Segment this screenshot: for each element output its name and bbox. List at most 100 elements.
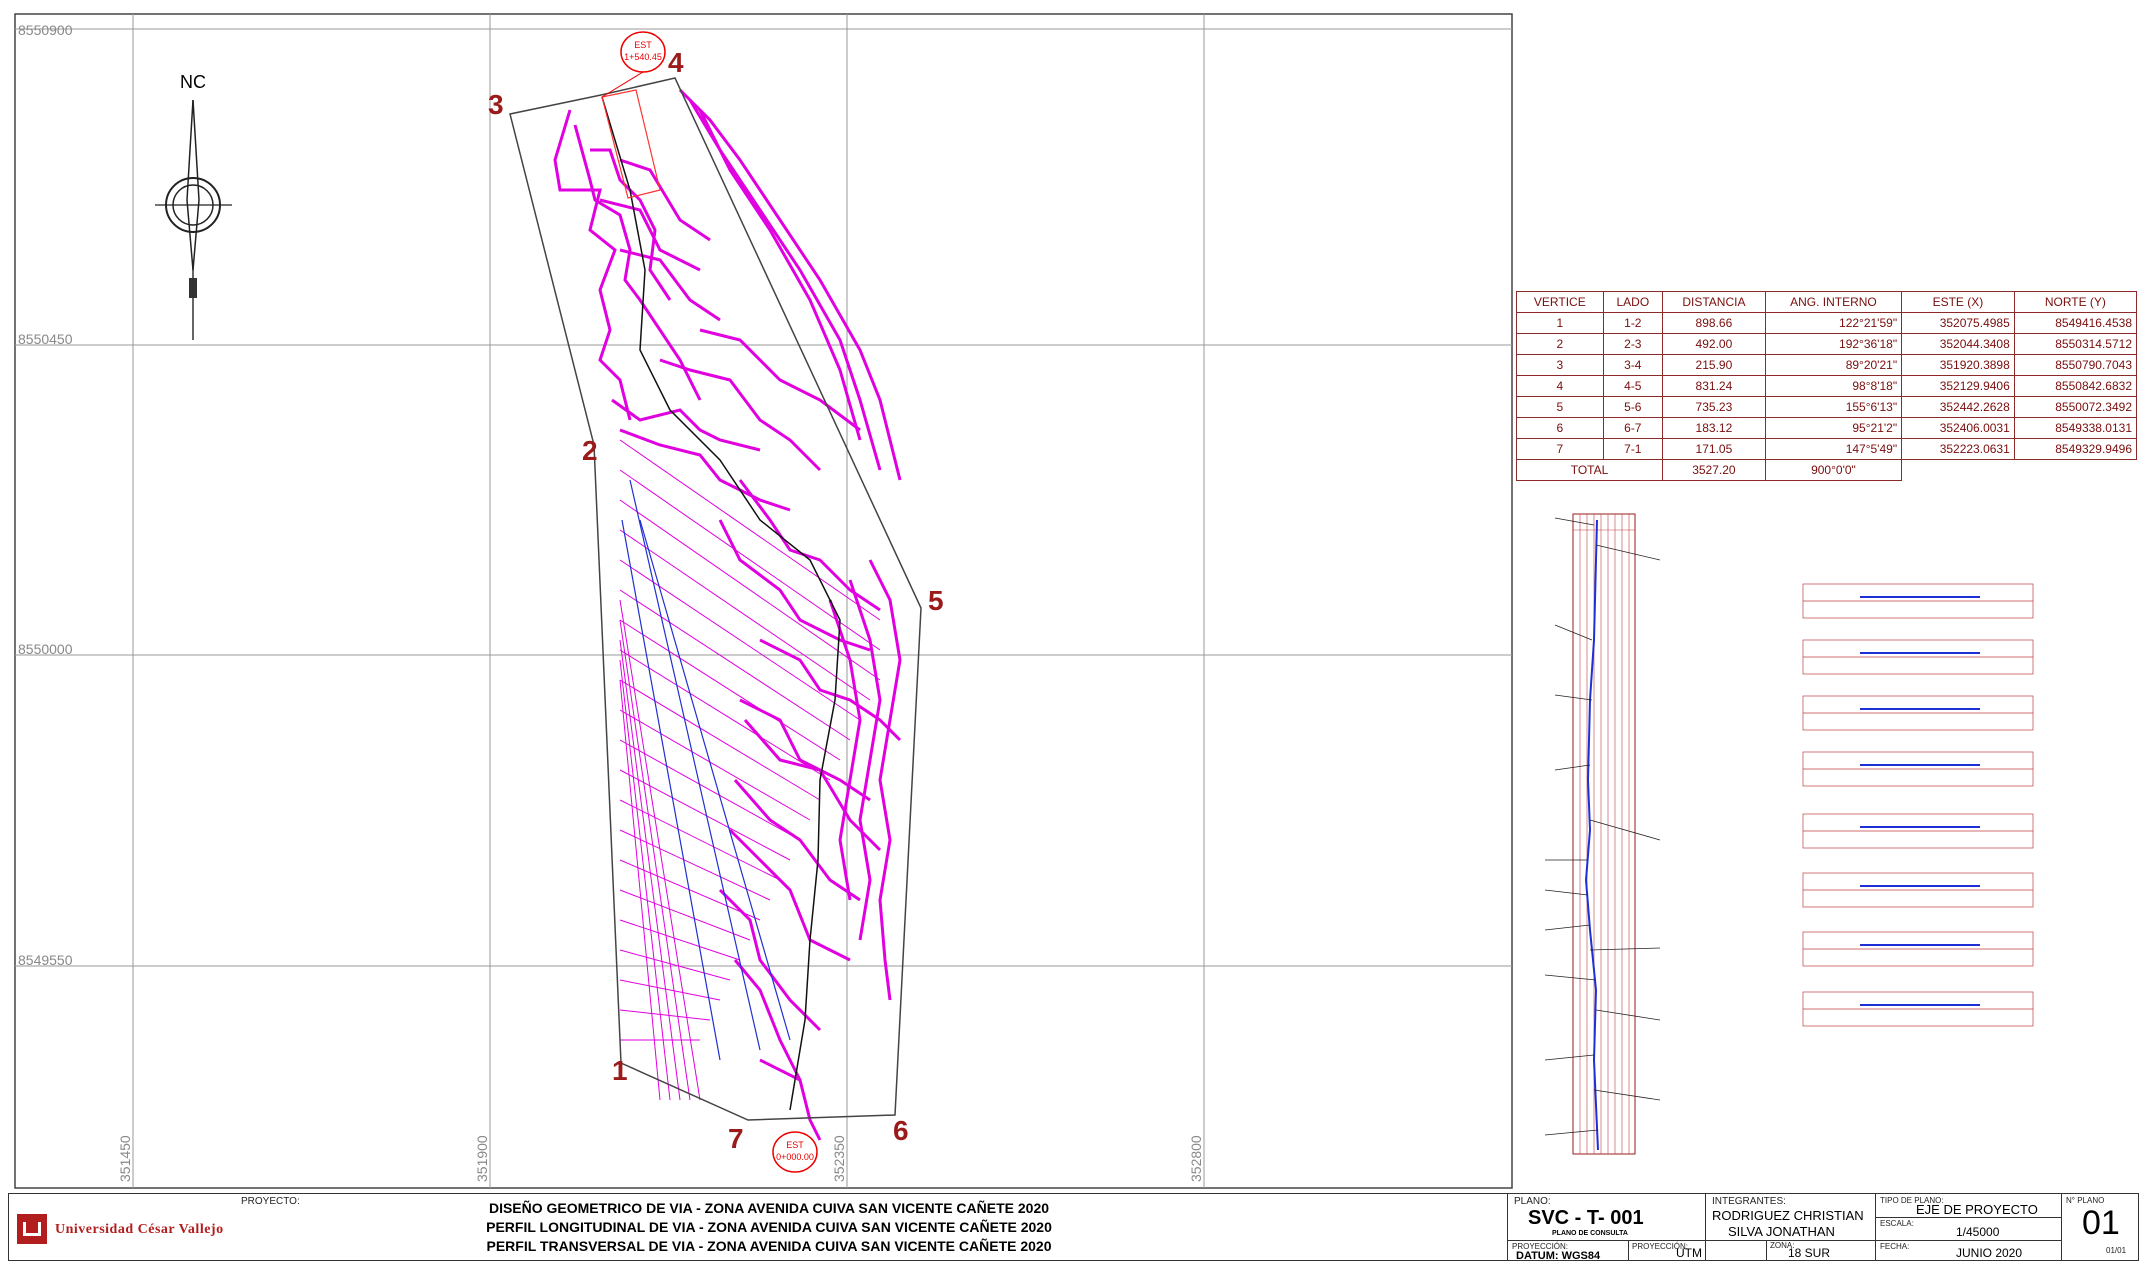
cell-lado: 6-7 — [1602, 417, 1664, 439]
station-marker-bottom: EST 0+000.00 — [772, 1131, 818, 1173]
svg-text:1+540.45: 1+540.45 — [624, 52, 662, 62]
tipo-cell: TIPO DE PLANO: EJE DE PROYECTO ESCALA: 1… — [1875, 1194, 2061, 1260]
table-total-row: TOTAL 3527.20 900°0'0" — [1515, 459, 2137, 481]
grid-y-label-2: 8550000 — [18, 641, 73, 657]
vertex-label-2: 2 — [582, 435, 598, 466]
cell-angulo: 155°6'13" — [1764, 396, 1903, 418]
vertex-label-7: 7 — [728, 1123, 744, 1154]
table-row: 7 7-1 171.05 147°5'49" 352223.0631 8549329.94… — [1516, 438, 2138, 460]
grid-x-label-1: 351900 — [474, 1135, 490, 1182]
integrante-1: RODRIGUEZ CHRISTIAN — [1712, 1208, 1864, 1223]
table-row: 2 2-3 492.00 192°36'18" 352044.3408 8550314.5… — [1516, 333, 2138, 355]
cell-distancia: 215.90 — [1662, 354, 1766, 376]
plano-code: SVC - T- 001 — [1528, 1207, 1644, 1229]
cell-angulo: 147°5'49" — [1764, 438, 1903, 460]
cell-este: 352406.0031 — [1901, 417, 2015, 439]
project-title-3: PERFIL TRANSVERSAL DE VIA - ZONA AVENIDA… — [486, 1238, 1052, 1254]
col-header-norte: NORTE (Y) — [2013, 291, 2138, 313]
tipo-value: EJE DE PROYECTO — [1916, 1202, 2038, 1217]
project-label: PROYECTO: — [241, 1196, 300, 1207]
cell-norte: 8549416.4538 — [2013, 312, 2138, 334]
cell-lado: 3-4 — [1602, 354, 1664, 376]
cell-distancia: 735.23 — [1662, 396, 1766, 418]
cell-norte: 8550314.5712 — [2013, 333, 2138, 355]
map-frame — [14, 13, 1513, 1189]
vertex-label-6: 6 — [893, 1115, 909, 1146]
table-row: 5 5-6 735.23 155°6'13" 352442.2628 8550072.34… — [1516, 396, 2138, 418]
vertex-label-1: 1 — [612, 1055, 628, 1086]
cell-distancia: 898.66 — [1662, 312, 1766, 334]
cell-lado: 1-2 — [1602, 312, 1664, 334]
cell-este: 351920.3898 — [1901, 354, 2015, 376]
total-distance: 3527.20 — [1662, 459, 1766, 481]
cell-vertice: 2 — [1516, 333, 1604, 355]
cell-este: 352044.3408 — [1901, 333, 2015, 355]
col-header-angulo: ANG. INTERNO — [1764, 291, 1903, 313]
grid-x-label-2: 352350 — [831, 1135, 847, 1182]
cell-norte: 8550072.3492 — [2013, 396, 2138, 418]
cell-angulo: 95°21'2" — [1764, 417, 1903, 439]
cell-lado: 2-3 — [1602, 333, 1664, 355]
cell-este: 352075.4985 — [1901, 312, 2015, 334]
longitudinal-profile — [1544, 513, 1661, 1155]
cell-angulo: 98°8'18" — [1764, 375, 1903, 397]
cell-lado: 5-6 — [1602, 396, 1664, 418]
project-title-2: PERFIL LONGITUDINAL DE VIA - ZONA AVENID… — [486, 1219, 1052, 1235]
col-header-vertice: VERTICE — [1516, 291, 1604, 313]
table-header-row: VERTICE LADO DISTANCIA ANG. INTERNO ESTE… — [1516, 291, 2138, 313]
cell-norte: 8549329.9496 — [2013, 438, 2138, 460]
datum: DATUM: WGS84 — [1516, 1250, 1601, 1262]
table-row: 1 1-2 898.66 122°21'59" 352075.4985 8549416.4… — [1516, 312, 2138, 334]
contour-lines — [553, 88, 902, 1141]
fecha-value: JUNIO 2020 — [1956, 1246, 2023, 1260]
contour-index-lines — [621, 479, 791, 1061]
cross-sections — [1802, 583, 2034, 1027]
total-angle: 900°0'0" — [1764, 459, 1903, 481]
university-logo-icon — [17, 1214, 47, 1244]
total-label: TOTAL — [1515, 459, 1664, 481]
svg-text:EST: EST — [786, 1140, 804, 1150]
grid-x-label-0: 351450 — [117, 1135, 133, 1182]
cell-vertice: 7 — [1516, 438, 1604, 460]
col-header-este: ESTE (X) — [1901, 291, 2015, 313]
cell-vertice: 6 — [1516, 417, 1604, 439]
project-titles: DISEÑO GEOMETRICO DE VIA - ZONA AVENIDA … — [379, 1199, 1159, 1256]
cell-angulo: 192°36'18" — [1764, 333, 1903, 355]
escala-value: 1/45000 — [1956, 1225, 2000, 1239]
vertex-coordinate-table: VERTICE LADO DISTANCIA ANG. INTERNO ESTE… — [1515, 291, 2138, 481]
vertex-label-3: 3 — [488, 89, 504, 120]
cell-este: 352442.2628 — [1901, 396, 2015, 418]
cell-distancia: 831.24 — [1662, 375, 1766, 397]
col-header-distancia: DISTANCIA — [1662, 291, 1766, 313]
station-marker-top: EST 1+540.45 — [601, 31, 666, 98]
integrante-2: SILVA JONATHAN — [1728, 1224, 1835, 1239]
north-label: NC — [180, 72, 206, 92]
cell-vertice: 3 — [1516, 354, 1604, 376]
cell-norte: 8550842.6832 — [2013, 375, 2138, 397]
cell-lado: 7-1 — [1602, 438, 1664, 460]
table-body: 1 1-2 898.66 122°21'59" 352075.4985 8549416.4… — [1516, 312, 2138, 460]
cell-norte: 8550790.7043 — [2013, 354, 2138, 376]
cell-vertice: 5 — [1516, 396, 1604, 418]
north-arrow-icon: NC — [155, 72, 232, 340]
title-block: Universidad César Vallejo PROYECTO: DISE… — [8, 1193, 2140, 1262]
nplano-cell: N° PLANO 01 01/01 — [2061, 1194, 2140, 1260]
cell-distancia: 171.05 — [1662, 438, 1766, 460]
cell-angulo: 122°21'59" — [1764, 312, 1903, 334]
coordinate-grid — [15, 14, 1512, 1188]
zona-value: 18 SUR — [1788, 1246, 1831, 1260]
cell-lado: 4-5 — [1602, 375, 1664, 397]
university-name: Universidad César Vallejo — [55, 1222, 224, 1237]
cell-vertice: 1 — [1516, 312, 1604, 334]
contour-hatching — [619, 439, 881, 1101]
vertex-label-5: 5 — [928, 585, 944, 616]
table-row: 3 3-4 215.90 89°20'21" 351920.3898 8550790.70… — [1516, 354, 2138, 376]
cell-distancia: 183.12 — [1662, 417, 1766, 439]
road-axis — [601, 96, 841, 1111]
cell-norte: 8549338.0131 — [2013, 417, 2138, 439]
project-title-1: DISEÑO GEOMETRICO DE VIA - ZONA AVENIDA … — [488, 1200, 1050, 1216]
integrantes-cell: INTEGRANTES: RODRIGUEZ CHRISTIAN SILVA J… — [1676, 1194, 1875, 1260]
cell-angulo: 89°20'21" — [1764, 354, 1903, 376]
vertex-label-4: 4 — [668, 47, 684, 78]
nplano-value: 01 — [2082, 1204, 2120, 1242]
